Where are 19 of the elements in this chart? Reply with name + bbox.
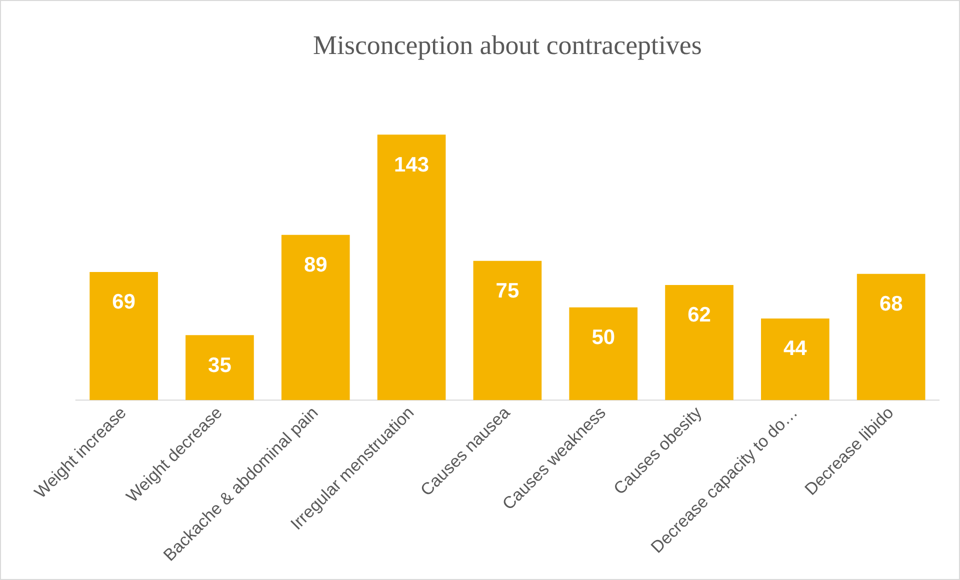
chart-title: Misconception about contraceptives	[313, 30, 702, 60]
bar	[569, 307, 638, 400]
data-label: 35	[208, 354, 232, 377]
bar	[856, 274, 926, 400]
data-label: 50	[592, 326, 616, 349]
data-label: 62	[688, 304, 711, 327]
bar	[186, 335, 254, 400]
data-label: 44	[784, 337, 808, 360]
data-label: 69	[112, 290, 136, 314]
data-label: 89	[304, 254, 328, 277]
data-label: 143	[394, 153, 430, 176]
data-label: 68	[879, 292, 903, 316]
bar	[473, 260, 542, 400]
data-label: 75	[496, 280, 520, 303]
bar	[281, 234, 350, 400]
bar	[665, 285, 734, 400]
bar	[761, 318, 830, 400]
bar	[377, 134, 446, 400]
bar	[90, 272, 158, 400]
